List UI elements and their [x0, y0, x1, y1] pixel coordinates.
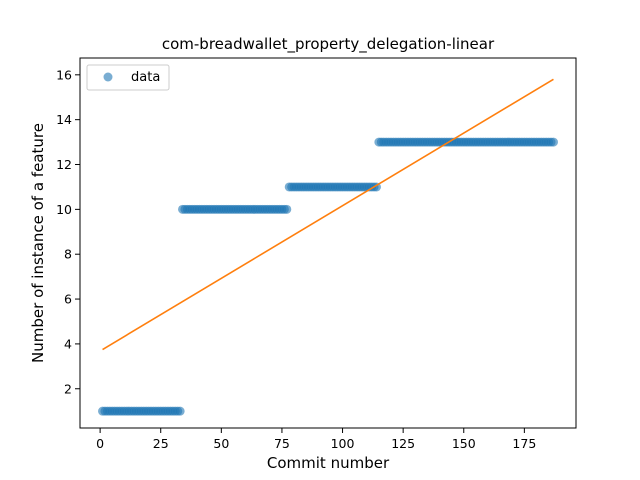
x-tick-label: 175 — [512, 436, 536, 451]
legend-label-data: data — [131, 70, 160, 85]
plot-background — [80, 58, 576, 428]
legend-box — [86, 64, 170, 91]
y-tick-label: 2 — [64, 381, 72, 396]
legend-marker-data — [103, 72, 113, 82]
y-tick-label: 16 — [56, 67, 72, 82]
data-point — [548, 137, 558, 147]
x-tick-label: 125 — [391, 436, 415, 451]
y-axis-ticks: 2 4 6 8 10 12 14 16 — [56, 67, 80, 396]
x-tick-label: 150 — [452, 436, 476, 451]
x-tick-label: 50 — [213, 436, 229, 451]
fit-line-layer — [102, 78, 554, 351]
plot-area — [79, 57, 577, 429]
x-tick-label: 75 — [274, 436, 290, 451]
y-tick-label: 12 — [56, 157, 72, 172]
x-tick-label: 0 — [96, 436, 104, 451]
x-tick-label: 25 — [153, 436, 169, 451]
legend: data — [86, 64, 170, 91]
plot-frame — [79, 57, 577, 429]
chart-title: com-breadwallet_property_delegation-line… — [162, 35, 495, 54]
y-tick-label: 14 — [56, 112, 72, 127]
x-tick-label: 100 — [331, 436, 355, 451]
y-axis-label: Number of instance of a feature — [29, 123, 47, 363]
y-tick-label: 10 — [56, 202, 72, 217]
data-point — [282, 204, 292, 214]
fit-line — [102, 78, 554, 351]
x-axis-ticks: 0 25 50 75 100 125 150 175 — [96, 428, 536, 451]
x-axis-label: Commit number — [267, 454, 390, 472]
data-point — [175, 406, 185, 416]
y-tick-label: 8 — [64, 247, 72, 262]
y-tick-label: 6 — [64, 292, 72, 307]
y-tick-label: 4 — [64, 336, 72, 351]
data-points — [98, 137, 558, 416]
